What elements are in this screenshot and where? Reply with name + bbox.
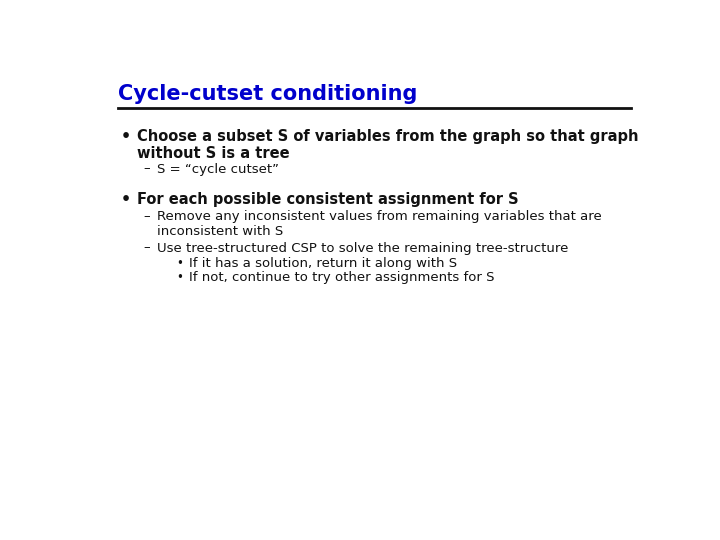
- Text: •: •: [121, 129, 131, 144]
- Text: –: –: [143, 210, 150, 224]
- Text: Use tree-structured CSP to solve the remaining tree-structure: Use tree-structured CSP to solve the rem…: [157, 241, 568, 254]
- Text: without S is a tree: without S is a tree: [138, 146, 290, 161]
- Text: If it has a solution, return it along with S: If it has a solution, return it along wi…: [189, 258, 457, 271]
- Text: •: •: [176, 258, 184, 271]
- Text: •: •: [176, 272, 184, 285]
- Text: Remove any inconsistent values from remaining variables that are: Remove any inconsistent values from rema…: [157, 210, 602, 224]
- Text: S = “cycle cutset”: S = “cycle cutset”: [157, 163, 279, 176]
- Text: Choose a subset S of variables from the graph so that graph: Choose a subset S of variables from the …: [138, 129, 639, 144]
- Text: –: –: [143, 241, 150, 254]
- Text: If not, continue to try other assignments for S: If not, continue to try other assignment…: [189, 272, 495, 285]
- Text: •: •: [121, 192, 131, 207]
- Text: For each possible consistent assignment for S: For each possible consistent assignment …: [138, 192, 519, 207]
- Text: inconsistent with S: inconsistent with S: [157, 225, 283, 238]
- Text: Cycle-cutset conditioning: Cycle-cutset conditioning: [118, 84, 418, 104]
- Text: –: –: [143, 163, 150, 176]
